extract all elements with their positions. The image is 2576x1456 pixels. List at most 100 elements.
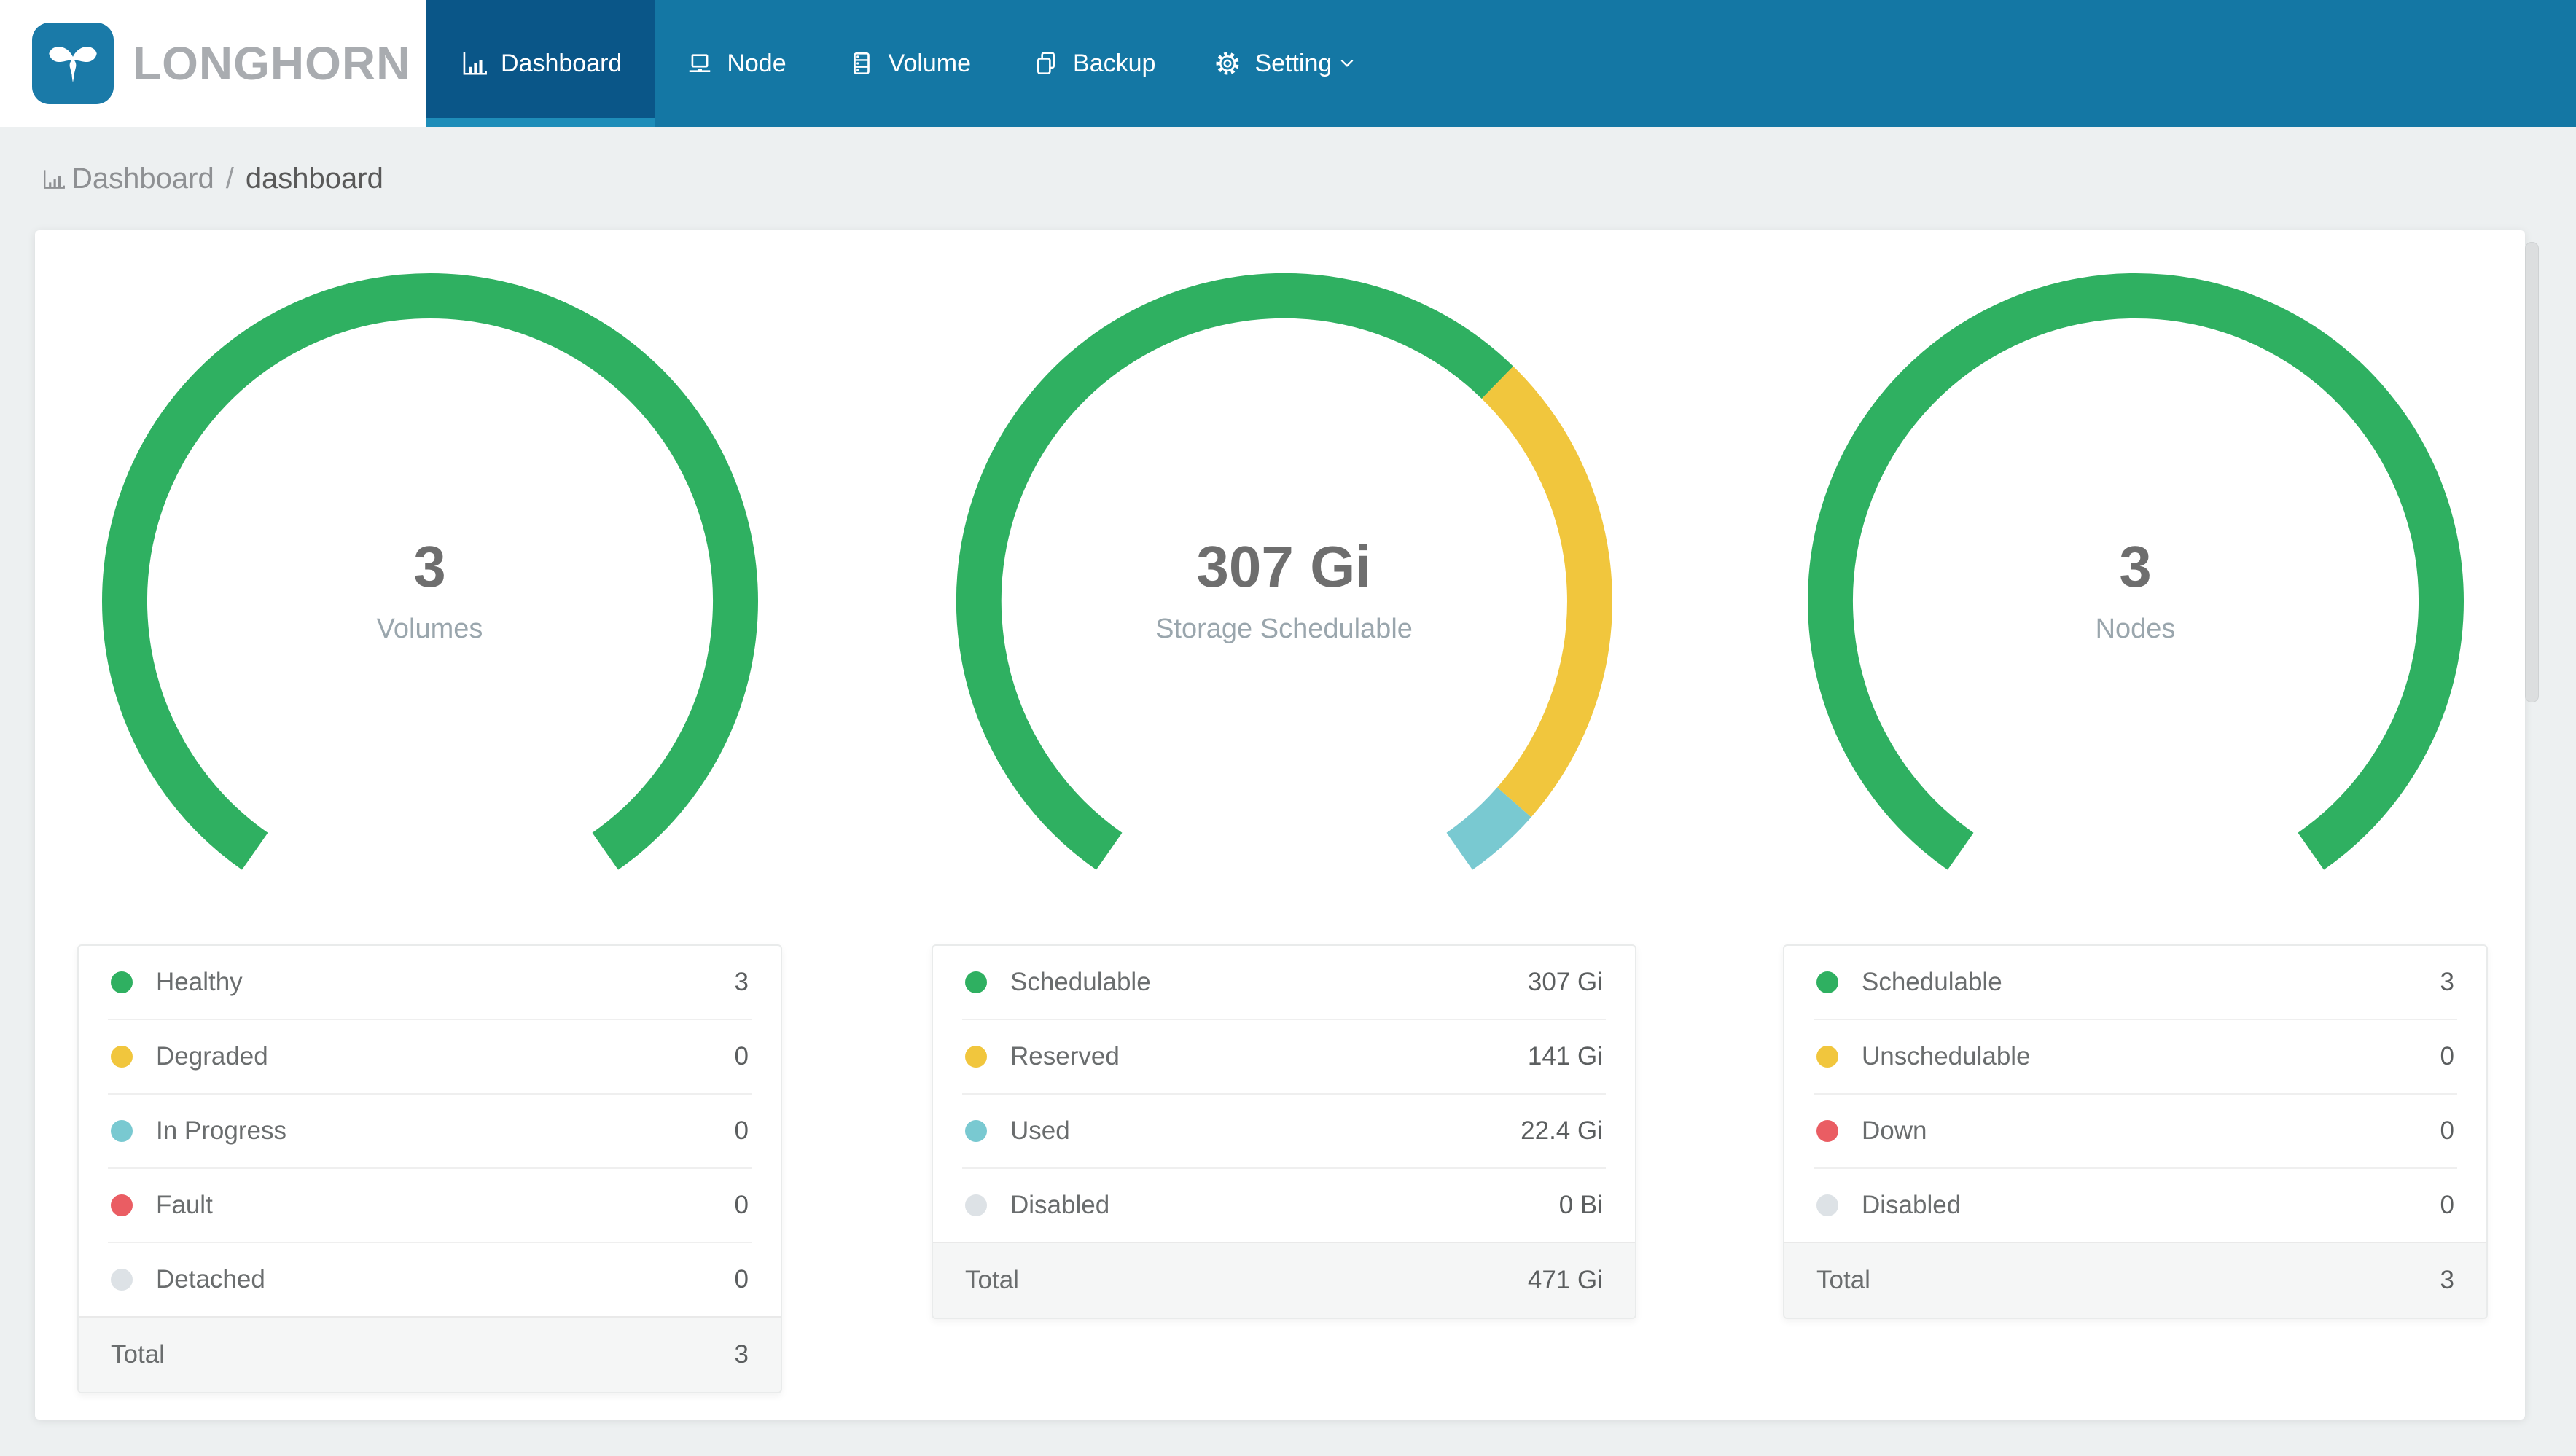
nav-tab-backup[interactable]: Backup — [1002, 0, 1186, 127]
nodes-gauge-chart — [1807, 273, 2464, 870]
brand-name: LONGHORN — [133, 37, 411, 90]
legend-label: Reserved — [1010, 1042, 1120, 1071]
gauge-segment-reserved — [1481, 366, 1612, 818]
legend-row: Detached 0 — [79, 1243, 781, 1316]
legend-card-nodes: Schedulable 3 Unschedulable 0 Down 0 Disabled 0… — [1783, 944, 2488, 1319]
row-divider — [108, 1093, 752, 1095]
legend-total-value: 471 Gi — [1527, 1266, 1603, 1294]
row-divider — [962, 1093, 1606, 1095]
row-divider — [1814, 1019, 2457, 1020]
gauge-segment-healthy — [101, 273, 758, 870]
legend-row: Degraded 0 — [79, 1020, 781, 1093]
legend-card-volumes: Healthy 3 Degraded 0 In Progress 0 Fault 0 Detac… — [77, 944, 782, 1393]
legend-row: Schedulable 3 — [1784, 946, 2486, 1019]
legend-label: Degraded — [156, 1042, 268, 1071]
storage-chart-column: 307 Gi Storage Schedulable Schedulable 30… — [932, 230, 1636, 1420]
nav-tab-dashboard[interactable]: Dashboard — [426, 0, 656, 127]
legend-row: Healthy 3 — [79, 946, 781, 1019]
legend-row: Fault 0 — [79, 1169, 781, 1242]
legend-total-value: 3 — [734, 1340, 749, 1369]
legend-value: 141 Gi — [1527, 1042, 1603, 1071]
legend-label: Healthy — [156, 968, 243, 996]
bar-chart-icon — [460, 50, 488, 77]
breadcrumb-current: dashboard — [245, 162, 383, 195]
legend-total-row: Total 471 Gi — [933, 1242, 1635, 1318]
legend-color-dot — [111, 1194, 133, 1216]
legend-color-dot — [965, 971, 987, 993]
breadcrumb: Dashboard / dashboard — [0, 127, 2576, 230]
legend-value: 0 — [2440, 1042, 2454, 1071]
laptop-icon — [686, 50, 714, 77]
chevron-down-icon — [1338, 54, 1357, 73]
legend-label: Fault — [156, 1191, 213, 1219]
legend-label: Disabled — [1862, 1191, 1962, 1219]
nav-tab-label: Dashboard — [501, 49, 622, 77]
gear-icon — [1214, 50, 1241, 77]
legend-color-dot — [111, 971, 133, 993]
top-navbar: LONGHORN Dashboard Node — [0, 0, 2576, 127]
legend-color-dot — [111, 1120, 133, 1142]
legend-value: 0 — [2440, 1116, 2454, 1145]
legend-value: 22.4 Gi — [1521, 1116, 1603, 1145]
longhorn-logo[interactable] — [32, 23, 114, 104]
storage-gauge-chart — [956, 273, 1612, 870]
gauge-segment-used — [1445, 787, 1531, 870]
nav-tab-label: Volume — [888, 49, 972, 77]
legend-label: Unschedulable — [1862, 1042, 2031, 1071]
copy-icon — [1032, 50, 1060, 77]
legend-value: 0 — [734, 1042, 749, 1071]
legend-total-value: 3 — [2440, 1266, 2454, 1294]
row-divider — [108, 1167, 752, 1169]
legend-row: Disabled 0 Bi — [933, 1169, 1635, 1242]
legend-value: 0 Bi — [1558, 1191, 1603, 1219]
nav-tab-label: Backup — [1073, 49, 1156, 77]
dashboard-card: 3 Volumes Healthy 3 Degraded 0 In Progress 0 F… — [35, 230, 2525, 1420]
nav-tab-volume[interactable]: Volume — [817, 0, 1002, 127]
nodes-chart-column: 3 Nodes Schedulable 3 Unschedulable 0 Down 0 D… — [1783, 230, 2488, 1420]
legend-value: 0 — [2440, 1191, 2454, 1219]
legend-row: Schedulable 307 Gi — [933, 946, 1635, 1019]
legend-value: 0 — [734, 1191, 749, 1219]
legend-value: 0 — [734, 1116, 749, 1145]
nav-tab-node[interactable]: Node — [655, 0, 816, 127]
legend-color-dot — [1816, 1194, 1838, 1216]
legend-row: Down 0 — [1784, 1095, 2486, 1167]
legend-label: Schedulable — [1862, 968, 2002, 996]
breadcrumb-root-link[interactable]: Dashboard — [71, 162, 214, 195]
gauge-segment-schedulable — [1807, 273, 2464, 870]
nav-tab-label: Setting — [1254, 49, 1332, 77]
main-nav: Dashboard Node — [426, 0, 1384, 127]
legend-row: Used 22.4 Gi — [933, 1095, 1635, 1167]
legend-color-dot — [1816, 1046, 1838, 1068]
legend-value: 3 — [734, 968, 749, 996]
legend-card-storage: Schedulable 307 Gi Reserved 141 Gi Used 22.4 … — [932, 944, 1636, 1319]
legend-label: Detached — [156, 1265, 265, 1293]
bull-icon — [45, 36, 101, 91]
vertical-scrollbar-thumb[interactable] — [2525, 242, 2539, 702]
legend-row: In Progress 0 — [79, 1095, 781, 1167]
legend-color-dot — [965, 1120, 987, 1142]
legend-total-label: Total — [1816, 1266, 1870, 1294]
legend-color-dot — [1816, 971, 1838, 993]
volumes-gauge-chart — [101, 273, 758, 870]
legend-row: Reserved 141 Gi — [933, 1020, 1635, 1093]
volumes-chart-column: 3 Volumes Healthy 3 Degraded 0 In Progress 0 F… — [77, 230, 782, 1420]
logo-panel: LONGHORN — [0, 0, 426, 127]
legend-row: Unschedulable 0 — [1784, 1020, 2486, 1093]
nav-tab-label: Node — [727, 49, 787, 77]
bar-chart-icon — [41, 166, 66, 191]
legend-color-dot — [111, 1046, 133, 1068]
legend-value: 307 Gi — [1527, 968, 1603, 996]
legend-color-dot — [1816, 1120, 1838, 1142]
breadcrumb-separator: / — [225, 162, 234, 195]
legend-color-dot — [965, 1046, 987, 1068]
legend-label: Down — [1862, 1116, 1927, 1145]
legend-row: Disabled 0 — [1784, 1169, 2486, 1242]
legend-label: In Progress — [156, 1116, 286, 1145]
legend-label: Used — [1010, 1116, 1070, 1145]
database-icon — [848, 50, 875, 77]
row-divider — [962, 1019, 1606, 1020]
legend-total-row: Total 3 — [79, 1316, 781, 1392]
nav-tab-setting[interactable]: Setting — [1186, 0, 1384, 127]
row-divider — [108, 1019, 752, 1020]
